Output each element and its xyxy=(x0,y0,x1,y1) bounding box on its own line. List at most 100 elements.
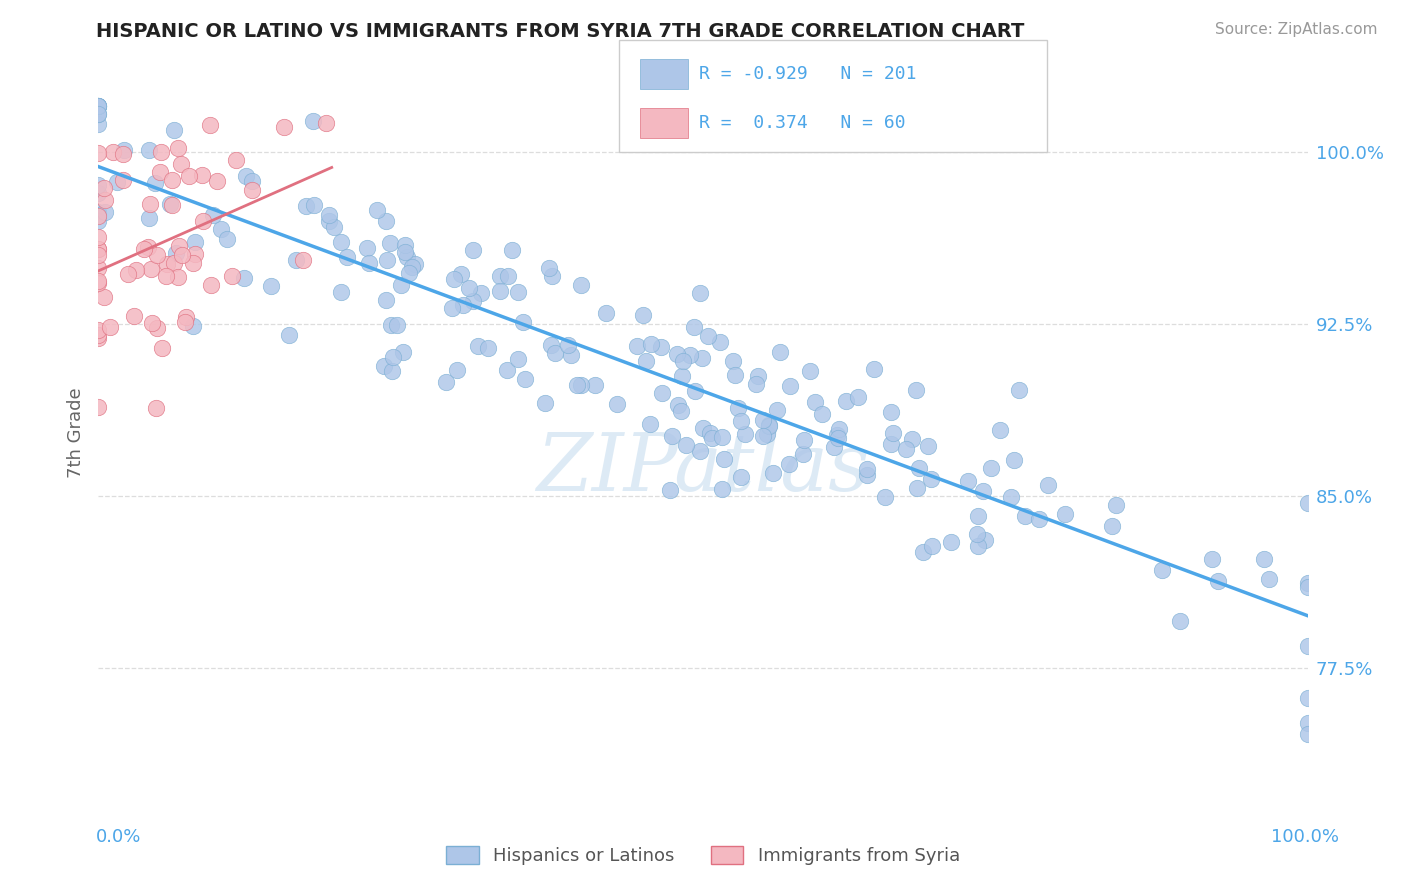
Point xyxy=(501,243,523,257)
Point xyxy=(155,268,177,283)
Point xyxy=(1014,508,1036,523)
Point xyxy=(373,359,395,373)
Point xyxy=(690,351,713,366)
Point xyxy=(87,209,110,223)
Point xyxy=(404,258,426,272)
Point xyxy=(184,235,207,249)
Point xyxy=(240,174,263,188)
Point xyxy=(1008,383,1031,397)
Point xyxy=(87,99,110,113)
Point xyxy=(724,368,747,382)
Text: R =  0.374   N = 60: R = 0.374 N = 60 xyxy=(699,114,905,132)
Legend: Hispanics or Latinos, Immigrants from Syria: Hispanics or Latinos, Immigrants from Sy… xyxy=(439,838,967,872)
Point xyxy=(792,447,814,461)
Point xyxy=(138,211,160,225)
Point xyxy=(1038,478,1060,492)
Point xyxy=(181,256,204,270)
Point xyxy=(132,242,155,256)
Point xyxy=(87,107,110,121)
Point xyxy=(675,438,697,452)
Point xyxy=(882,425,904,440)
Point xyxy=(87,276,110,290)
Point xyxy=(758,418,780,433)
Point xyxy=(98,320,121,334)
Text: R = -0.929   N = 201: R = -0.929 N = 201 xyxy=(699,65,917,83)
Point xyxy=(401,260,423,275)
Point xyxy=(87,274,110,288)
Point xyxy=(87,208,110,222)
Point xyxy=(730,470,752,484)
Point xyxy=(366,203,388,218)
Point xyxy=(988,423,1011,437)
Point xyxy=(659,483,682,497)
Point xyxy=(880,437,903,451)
Point xyxy=(111,173,134,187)
Point xyxy=(461,243,484,257)
Point xyxy=(87,146,110,161)
Point xyxy=(650,340,672,354)
Point xyxy=(668,398,690,412)
Point xyxy=(458,281,481,295)
Point xyxy=(569,377,592,392)
Point xyxy=(318,214,340,228)
Point xyxy=(87,117,110,131)
Point xyxy=(636,353,658,368)
Point xyxy=(905,384,928,398)
Text: 100.0%: 100.0% xyxy=(1271,828,1339,846)
Point xyxy=(179,169,201,183)
Point xyxy=(506,285,529,299)
Point xyxy=(477,341,499,355)
Point xyxy=(434,376,457,390)
Point xyxy=(766,402,789,417)
Point xyxy=(569,277,592,292)
Point xyxy=(139,196,162,211)
Point xyxy=(538,260,561,275)
Point xyxy=(894,442,917,456)
Point xyxy=(398,266,420,280)
Point xyxy=(201,208,224,222)
Point xyxy=(87,178,110,192)
Point xyxy=(105,176,128,190)
Y-axis label: 7th Grade: 7th Grade xyxy=(66,387,84,478)
Point xyxy=(762,466,785,480)
Point xyxy=(389,278,412,293)
Point xyxy=(489,284,512,298)
Point xyxy=(672,354,695,368)
Point xyxy=(967,509,990,524)
Point xyxy=(980,460,1002,475)
Point xyxy=(751,429,773,443)
Point xyxy=(381,350,404,364)
Point xyxy=(848,390,870,404)
Point xyxy=(93,181,115,195)
Point xyxy=(917,439,939,453)
Point xyxy=(710,483,733,497)
Point xyxy=(112,143,135,157)
Point xyxy=(146,321,169,335)
Point xyxy=(810,407,832,421)
Point xyxy=(302,113,325,128)
Point xyxy=(225,153,247,168)
Point xyxy=(87,99,110,113)
Point xyxy=(191,168,214,182)
Point xyxy=(697,329,720,343)
Point xyxy=(87,260,110,275)
Point xyxy=(87,242,110,256)
Point xyxy=(87,242,110,256)
Point xyxy=(734,426,756,441)
Point xyxy=(1101,519,1123,533)
Point xyxy=(87,107,110,121)
Point xyxy=(1296,575,1319,590)
Point xyxy=(143,176,166,190)
Point xyxy=(745,376,768,391)
Point xyxy=(259,278,281,293)
Point xyxy=(512,315,534,329)
Point xyxy=(392,345,415,359)
Point xyxy=(111,147,134,161)
Point xyxy=(1002,453,1025,467)
Point xyxy=(138,240,160,254)
Point xyxy=(689,286,711,301)
Point xyxy=(184,247,207,261)
Point xyxy=(496,269,519,284)
Point xyxy=(336,250,359,264)
Point xyxy=(380,318,402,332)
